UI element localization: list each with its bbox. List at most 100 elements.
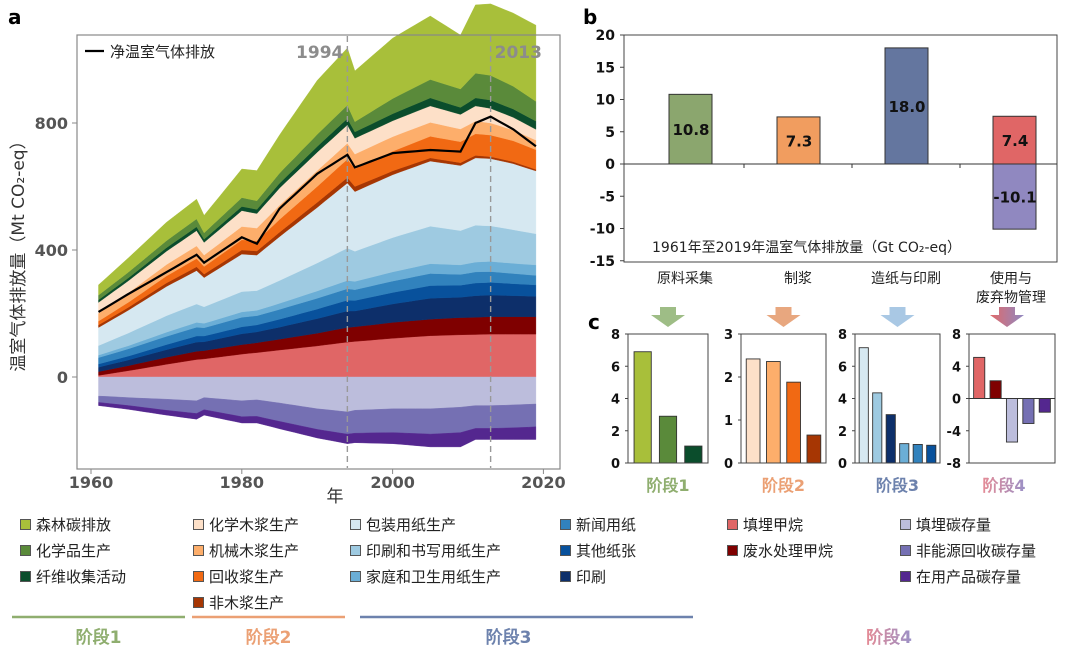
x-tick-label: 1960 <box>69 473 114 492</box>
reference-label-2013: 2013 <box>495 43 542 63</box>
y-tick-label: 800 <box>35 114 68 133</box>
stage-arrow-icon <box>651 307 685 327</box>
stage-bar <box>926 444 937 464</box>
category-label: 原料采集 <box>657 270 713 287</box>
net-emission-line <box>97 115 537 313</box>
legend-swatch <box>20 545 31 556</box>
x-axis-ticks: 1960 1980 2000 2020 <box>69 469 566 492</box>
legend-swatch <box>900 519 911 530</box>
legend-item: 其他纸张 <box>560 540 636 561</box>
reference-lines: 1994 2013 <box>296 36 542 468</box>
legend-swatch <box>560 519 571 530</box>
y-tick-label: 0 <box>605 157 615 173</box>
legend-swatch <box>560 545 571 556</box>
legend-label: 森林碳排放 <box>36 516 112 534</box>
y-tick-label: 0 <box>611 457 620 472</box>
subpanels: 0 2 4 6 8 阶段1 0 1 2 3 阶段2 0 2 4 6 8 阶段3 -8 -4 0 4 8 阶段4 <box>611 307 1056 495</box>
panel-b-frame <box>623 34 1058 263</box>
y-tick-label: 2 <box>838 425 847 440</box>
y-tick-label: -5 <box>599 189 615 205</box>
legend-swatch <box>727 545 738 556</box>
legend-item: 非木浆生产 <box>193 592 284 613</box>
bar-2 <box>884 47 929 165</box>
subpanel-stage-1: 0 2 4 6 8 阶段1 <box>611 307 709 495</box>
stage-bar <box>858 347 869 464</box>
x-tick-label: 2020 <box>521 473 566 492</box>
stage-bar <box>684 445 703 464</box>
legend-label: 纤维收集活动 <box>36 568 127 586</box>
legend-label: 填埋碳存量 <box>916 516 992 534</box>
bar-4 <box>992 163 1037 230</box>
legend-label: 家庭和卫生用纸生产 <box>366 568 502 586</box>
reference-label-1994: 1994 <box>296 43 343 63</box>
bar-3 <box>992 115 1037 165</box>
y-tick-label: 1 <box>724 414 733 429</box>
stage-bar <box>1038 398 1051 413</box>
y-tick-label: -10 <box>590 222 616 238</box>
legend-item: 非能源回收碳存量 <box>900 540 1036 561</box>
subpanel-stage-2: 0 1 2 3 阶段2 <box>724 307 827 495</box>
y-axis-label: 温室气体排放量（Mt CO₂-eq） <box>9 132 29 371</box>
legend-item: 化学品生产 <box>20 540 111 561</box>
stage-bar <box>989 380 1002 399</box>
legend-label: 填埋甲烷 <box>743 516 804 534</box>
stage-bar <box>658 415 678 464</box>
category-label: 造纸与印刷 <box>871 271 941 287</box>
legend-label: 非木浆生产 <box>209 594 285 612</box>
legend-swatch <box>900 571 911 582</box>
panel-a-stacked-area-chart: a 1994 2013 0 400 800 1960 1980 2000 2020 年 温室… <box>8 3 566 507</box>
stage-label: 阶段1 <box>646 476 689 495</box>
panel-b-label: b <box>583 5 597 29</box>
y-axis-ticks: -15 -10 -5 0 5 10 15 20 <box>590 28 624 270</box>
category-label: 制浆 <box>784 271 812 287</box>
legend-item: 印刷 <box>560 566 606 587</box>
panel-a-frame <box>76 34 561 470</box>
stage-bar <box>1005 398 1019 443</box>
stage-bar <box>745 358 761 464</box>
y-tick-label: 10 <box>596 93 616 109</box>
y-tick-label: 2 <box>611 425 620 440</box>
legend-item: 回收浆生产 <box>193 566 284 587</box>
legend-label: 化学木浆生产 <box>209 516 300 534</box>
panel-a-label: a <box>8 5 22 29</box>
legend-label: 化学品生产 <box>36 542 112 560</box>
y-tick-label: 2 <box>724 371 733 386</box>
legend-swatch <box>193 597 204 608</box>
y-tick-label: 8 <box>952 328 961 343</box>
legend-swatch <box>350 545 361 556</box>
panel-c-label: c <box>588 310 600 334</box>
stage-bar <box>872 392 883 464</box>
net-line-legend-label: 净温室气体排放 <box>110 43 215 61</box>
legend-label: 印刷和书写用纸生产 <box>366 542 502 560</box>
y-tick-label: 3 <box>724 328 733 343</box>
panel-c-bar-charts: c 0 2 4 6 8 阶段1 0 1 2 3 阶段2 0 2 4 6 8 阶段3 -8 -4 0 4 8 阶段4 <box>588 307 1056 495</box>
y-tick-label: 0 <box>838 457 847 472</box>
category-label: 废弃物管理 <box>976 290 1046 306</box>
stage-bar <box>806 434 822 464</box>
panel-b-bar-chart: b 10.8 7.3 18.0 7.4 -10.1 -15 -10 -5 0 5 10 15 20 原… <box>583 5 1058 306</box>
legend-label: 机械木浆生产 <box>209 542 300 560</box>
stage-legend-label: 阶段1 <box>76 627 122 648</box>
bar-0 <box>668 93 713 165</box>
x-tick-label: 2000 <box>370 473 415 492</box>
stage-bar <box>885 414 896 464</box>
y-tick-label: 6 <box>838 360 847 375</box>
legend-item: 废水处理甲烷 <box>727 540 833 561</box>
y-tick-label: 4 <box>838 393 847 408</box>
legend-item: 包装用纸生产 <box>350 514 456 535</box>
legend-swatch <box>727 519 738 530</box>
y-tick-label: 5 <box>605 125 615 141</box>
legend-item: 化学木浆生产 <box>193 514 299 535</box>
legend-item: 填埋甲烷 <box>727 514 803 535</box>
legend-item: 森林碳排放 <box>20 514 111 535</box>
bar-1 <box>776 116 821 165</box>
stage-bar <box>766 361 781 464</box>
stage-bar <box>912 444 923 464</box>
legend-swatch <box>20 571 31 582</box>
legend-item: 机械木浆生产 <box>193 540 299 561</box>
legend-label: 印刷 <box>576 568 607 586</box>
stage-divider-lines: 阶段1 阶段2 阶段3 阶段4 <box>12 615 1060 648</box>
bar-value-label: 18.0 <box>888 98 925 116</box>
bars: 10.8 7.3 18.0 7.4 -10.1 <box>668 47 1037 230</box>
